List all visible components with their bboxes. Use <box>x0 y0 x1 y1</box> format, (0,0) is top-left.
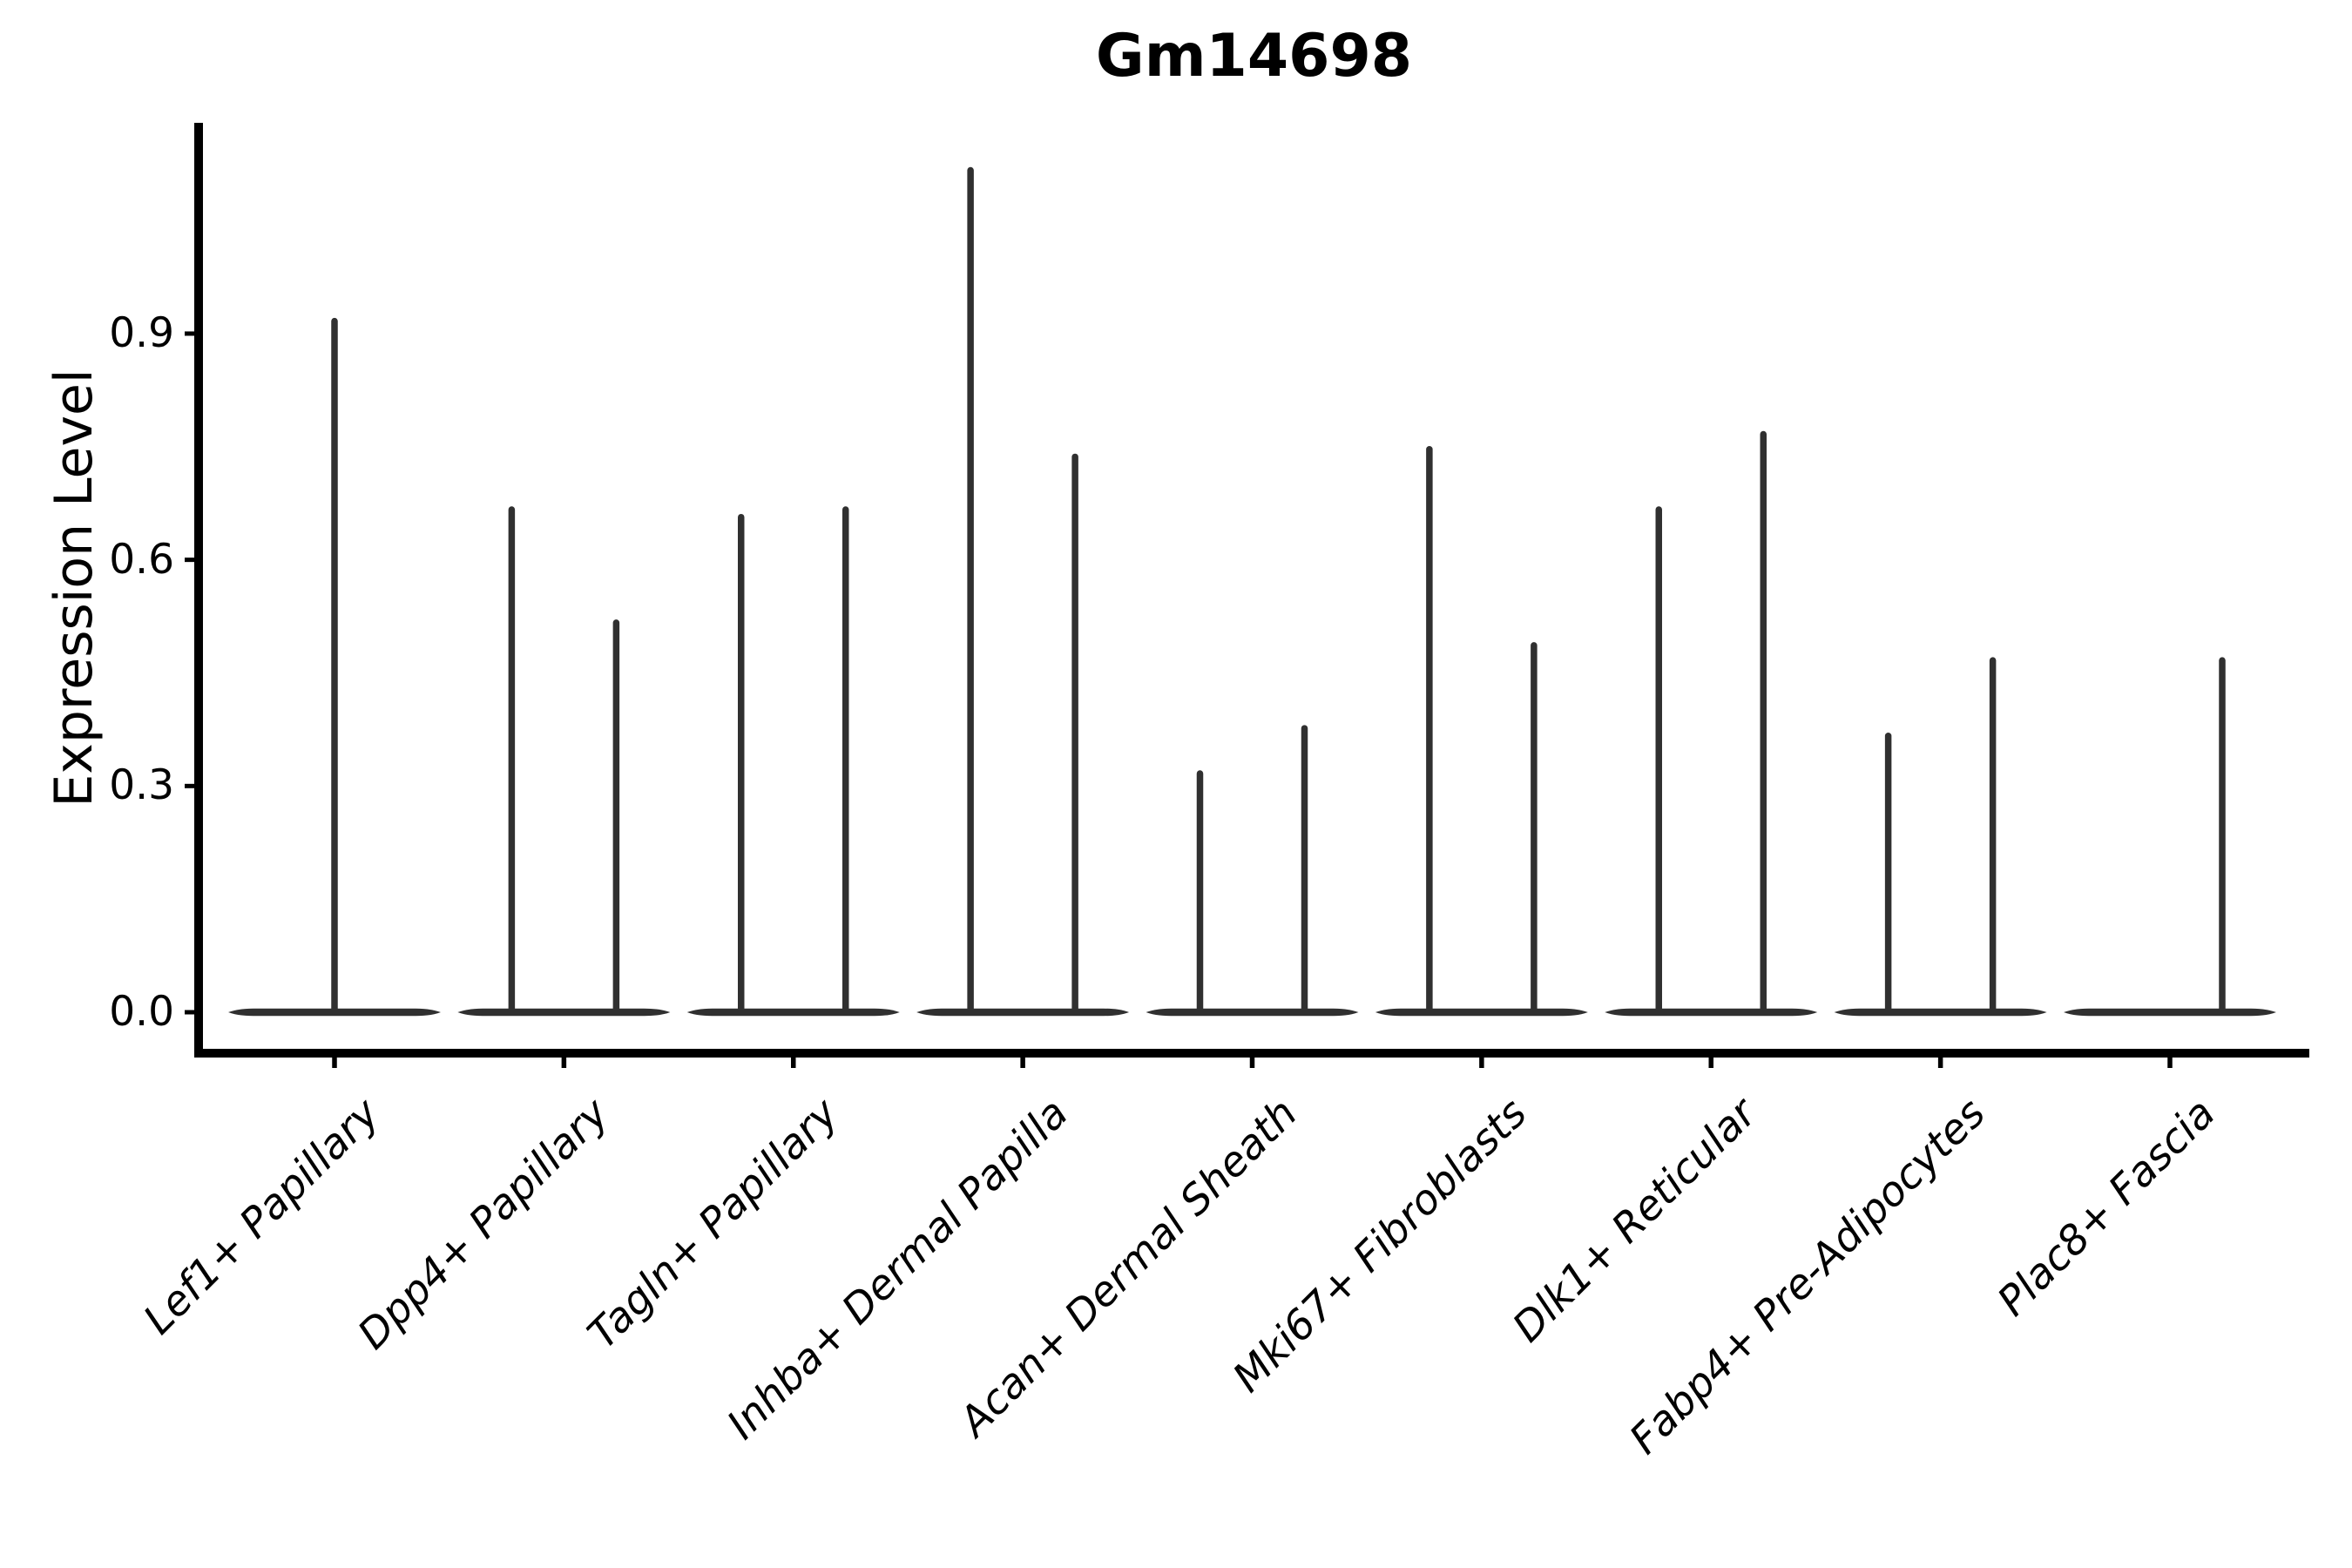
violin-baseline <box>1146 1008 1359 1017</box>
violin-baseline <box>1834 1008 2047 1017</box>
chart-title: Gm14698 <box>1095 22 1413 91</box>
violin-baseline <box>916 1008 1130 1017</box>
y-tick-label: 0.3 <box>109 761 174 810</box>
violin-baseline <box>686 1008 900 1017</box>
y-tick-label: 0.9 <box>109 308 174 357</box>
y-tick-label: 0.0 <box>109 988 174 1036</box>
violin-baseline <box>2064 1008 2276 1017</box>
y-tick-label: 0.6 <box>109 535 174 584</box>
violin-baseline <box>1605 1008 1818 1017</box>
violin-baseline <box>1375 1008 1588 1017</box>
violin-baseline <box>457 1008 671 1017</box>
